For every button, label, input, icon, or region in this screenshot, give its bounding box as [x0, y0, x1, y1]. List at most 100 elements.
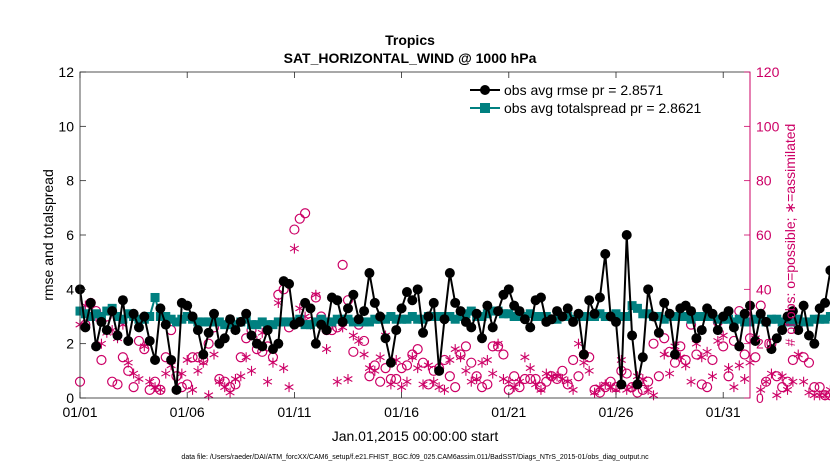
totalspread-point	[729, 317, 739, 327]
assimilated-point	[182, 354, 192, 365]
possible-point	[107, 376, 118, 387]
assimilated-point	[659, 349, 669, 360]
left-tick-label: 8	[66, 173, 74, 189]
possible-point	[117, 352, 128, 363]
assimilated-stroke	[139, 343, 149, 350]
totalspread-point	[171, 317, 181, 327]
assimilated-stroke	[375, 354, 385, 361]
possible-point	[289, 224, 300, 235]
assimilated-point	[536, 384, 546, 395]
assimilated-stroke	[450, 346, 460, 353]
assimilated-stroke	[391, 356, 401, 363]
assimilated-point	[568, 384, 578, 395]
x-tick-label: 01/21	[491, 404, 526, 420]
rmse-point	[766, 344, 777, 355]
obs-count-series	[74, 208, 830, 401]
assimilated-point	[584, 365, 594, 376]
assimilated-point	[450, 344, 460, 355]
possible-point	[460, 341, 472, 352]
totalspread-point	[300, 320, 310, 330]
assimilated-point	[461, 365, 471, 376]
totalspread-point	[86, 312, 96, 321]
totalspread-point	[273, 317, 283, 327]
legend-rmse-label: obs avg rmse pr = 2.8571	[504, 82, 663, 98]
totalspread-point	[91, 309, 101, 319]
assimilated-stroke	[236, 373, 246, 380]
totalspread-point	[407, 312, 417, 321]
totalspread-point	[815, 314, 825, 324]
assimilated-point	[161, 368, 171, 379]
rmse-point	[380, 333, 391, 344]
assimilated-stroke	[230, 376, 241, 382]
possible-point	[519, 373, 530, 385]
assimilated-point	[402, 376, 412, 387]
legend-spread-marker	[480, 103, 490, 113]
totalspread-point	[418, 314, 428, 324]
totalspread-point	[691, 312, 701, 321]
rmse-point	[562, 303, 573, 314]
possible-point	[348, 346, 359, 357]
assimilated-point	[530, 379, 541, 390]
assimilated-point	[472, 373, 482, 384]
possible-point	[128, 382, 139, 393]
totalspread-point	[343, 314, 353, 324]
rmse-point	[364, 268, 375, 279]
totalspread-point	[257, 317, 267, 327]
rmse-point	[648, 311, 659, 322]
possible-point	[573, 371, 584, 382]
totalspread-point	[525, 309, 535, 319]
totalspread-point	[681, 312, 691, 321]
assimilated-point	[128, 368, 139, 379]
rmse-point	[85, 297, 96, 308]
totalspread-point	[359, 317, 369, 327]
rmse-point	[91, 341, 102, 352]
left-tick-label: 4	[66, 281, 74, 297]
rmse-point	[80, 322, 91, 333]
rmse-point	[787, 306, 798, 317]
assimilated-point	[820, 390, 830, 401]
rmse-point	[573, 308, 584, 319]
right-tick-label: 120	[756, 64, 780, 80]
assimilated-stroke	[740, 376, 750, 382]
x-tick-label: 01/06	[170, 404, 205, 420]
assimilated-point	[439, 384, 450, 395]
right-tick-label: 20	[756, 336, 772, 352]
assimilated-stroke	[782, 386, 793, 393]
totalspread-point	[118, 314, 128, 324]
possible-point	[182, 379, 193, 390]
assimilated-stroke	[198, 359, 208, 366]
assimilated-stroke	[193, 367, 203, 374]
assimilated-point	[204, 390, 214, 401]
assimilated-point	[407, 352, 417, 363]
assimilated-stroke	[627, 384, 637, 391]
totalspread-point	[364, 317, 374, 327]
rmse-point	[659, 297, 670, 308]
assimilated-stroke	[504, 378, 514, 385]
rmse-point	[696, 325, 707, 336]
rmse-point	[401, 287, 412, 298]
assimilated-stroke	[573, 340, 584, 347]
assimilated-point	[193, 365, 203, 376]
rmse-point	[600, 249, 611, 260]
possible-point	[653, 371, 664, 382]
rmse-point	[611, 316, 621, 327]
rmse-point	[825, 265, 830, 276]
rmse-point	[589, 308, 600, 319]
left-tick-label: 6	[66, 227, 74, 243]
totalspread-point	[134, 314, 144, 324]
x-tick-label: 01/16	[384, 404, 419, 420]
assimilated-point	[563, 376, 573, 387]
assimilated-point	[155, 384, 166, 395]
rmse-point	[144, 335, 155, 346]
assimilated-stroke	[423, 362, 434, 369]
totalspread-point	[450, 314, 460, 324]
assimilated-stroke	[734, 362, 744, 369]
rmse-point	[798, 300, 809, 311]
assimilated-stroke	[756, 386, 766, 393]
assimilated-point	[589, 387, 600, 398]
assimilated-stroke	[343, 376, 353, 382]
legend: obs avg rmse pr = 2.8571 obs avg totalsp…	[467, 79, 747, 121]
assimilated-point	[798, 376, 809, 387]
rmse-point	[348, 289, 359, 300]
totalspread-point	[772, 314, 782, 324]
